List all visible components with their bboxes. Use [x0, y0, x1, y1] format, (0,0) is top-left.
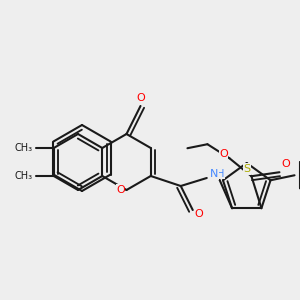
Text: O: O [219, 149, 228, 159]
Text: O: O [194, 209, 203, 219]
Text: CH₃: CH₃ [15, 171, 33, 181]
Text: O: O [281, 159, 290, 169]
Text: N: N [210, 169, 218, 179]
Text: H: H [217, 169, 224, 179]
Text: CH₃: CH₃ [15, 143, 33, 153]
Text: O: O [116, 185, 125, 195]
Text: O: O [136, 93, 145, 103]
Text: S: S [243, 164, 250, 174]
